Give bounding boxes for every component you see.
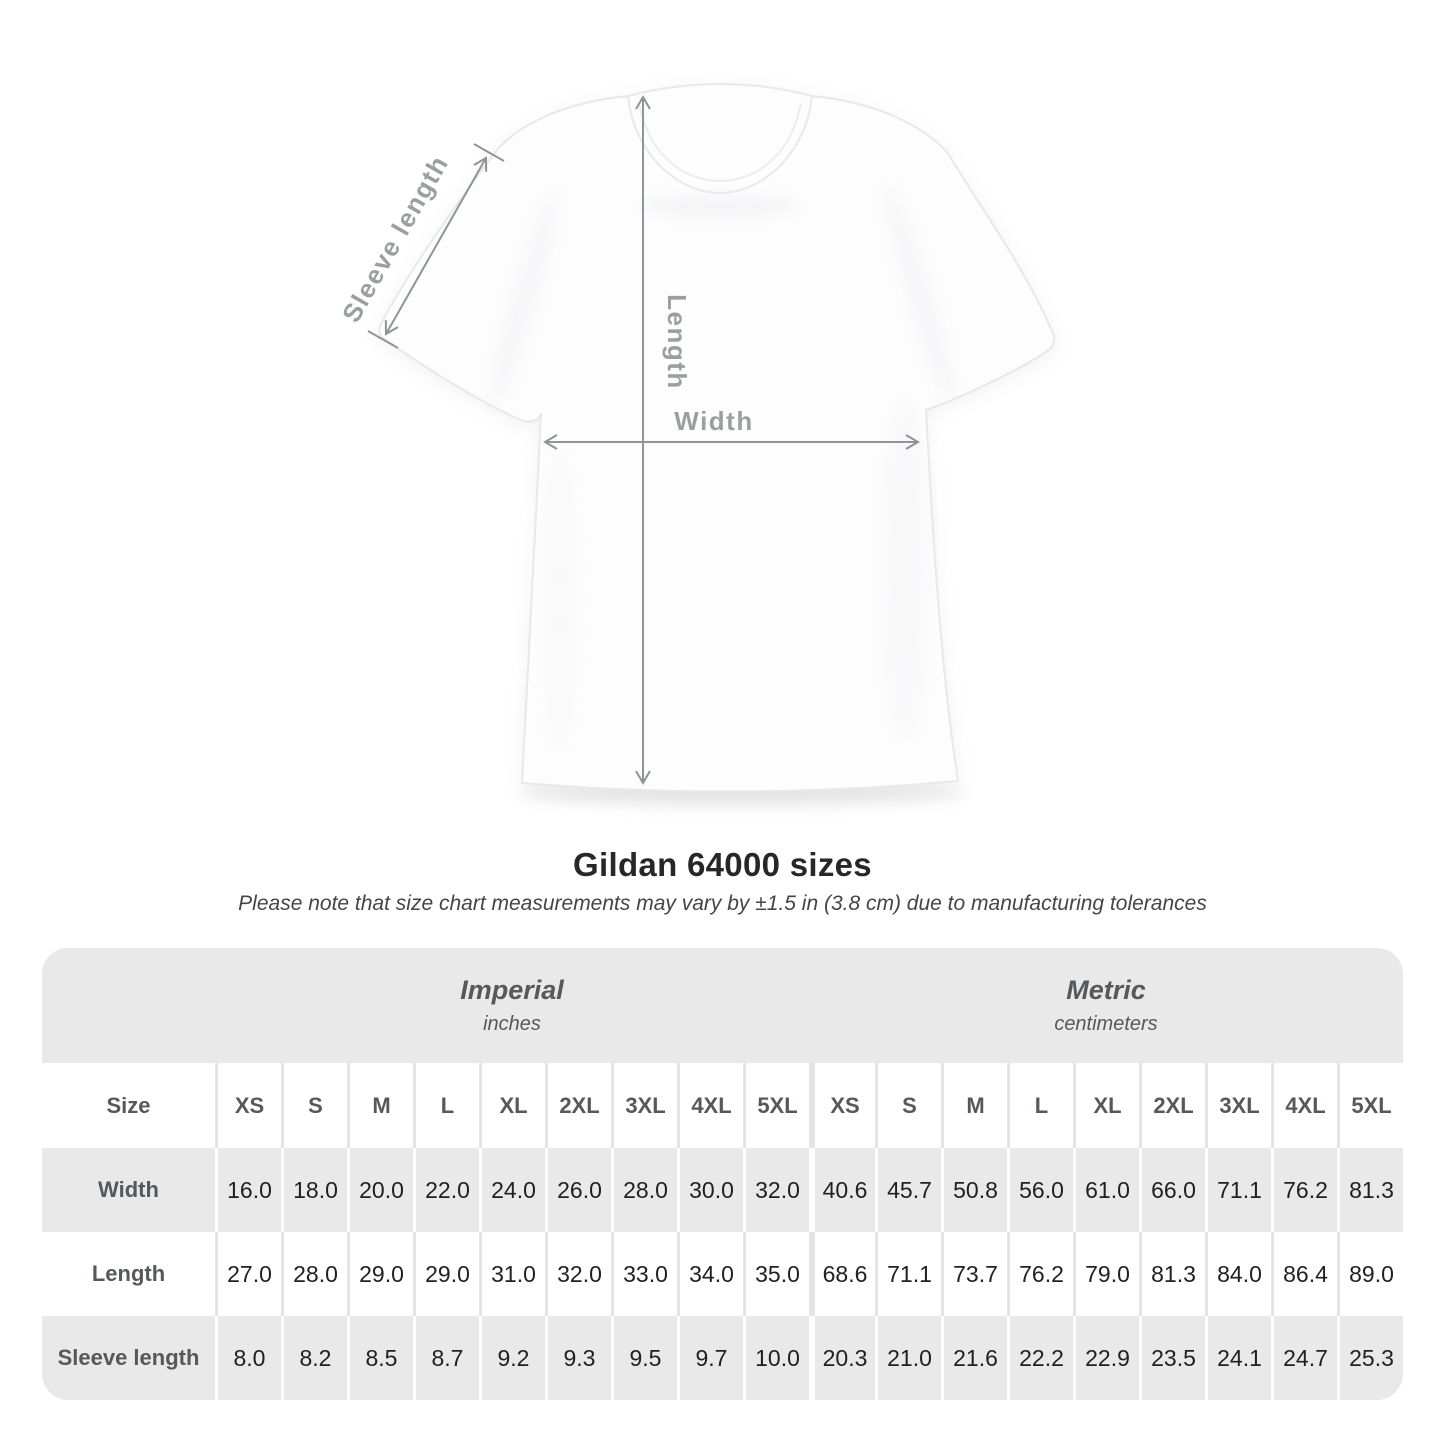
- value-cell: 79.0: [1073, 1232, 1139, 1316]
- value-cell: 34.0: [677, 1232, 743, 1316]
- value-cell: 24.0: [479, 1148, 545, 1232]
- value-cell: 9.5: [611, 1316, 677, 1400]
- value-cell: 21.6: [941, 1316, 1007, 1400]
- width-label: Width: [674, 406, 753, 436]
- value-cell: 9.2: [479, 1316, 545, 1400]
- size-col-header: XS: [215, 1063, 281, 1148]
- section-title: Imperial: [460, 975, 564, 1005]
- size-col-header: L: [1007, 1063, 1073, 1148]
- size-col-header: S: [875, 1063, 941, 1148]
- value-cell: 28.0: [281, 1232, 347, 1316]
- value-cell: 45.7: [875, 1148, 941, 1232]
- value-cell: 25.3: [1337, 1316, 1403, 1400]
- value-cell: 28.0: [611, 1148, 677, 1232]
- size-col-header: 3XL: [1205, 1063, 1271, 1148]
- value-cell: 71.1: [1205, 1148, 1271, 1232]
- tolerance-note: Please note that size chart measurements…: [238, 892, 1207, 915]
- size-corner-label: Size: [42, 1063, 215, 1148]
- value-cell: 89.0: [1337, 1232, 1403, 1316]
- value-cell: 9.3: [545, 1316, 611, 1400]
- row-label: Sleeve length: [42, 1316, 215, 1400]
- row-label: Length: [42, 1232, 215, 1316]
- page-title: Gildan 64000 sizes: [573, 846, 872, 883]
- size-col-header: S: [281, 1063, 347, 1148]
- length-label: Length: [662, 294, 692, 390]
- row-label: Width: [42, 1148, 215, 1232]
- value-cell: 71.1: [875, 1232, 941, 1316]
- value-cell: 31.0: [479, 1232, 545, 1316]
- value-cell: 23.5: [1139, 1316, 1205, 1400]
- value-cell: 8.5: [347, 1316, 413, 1400]
- value-cell: 16.0: [215, 1148, 281, 1232]
- value-cell: 76.2: [1271, 1148, 1337, 1232]
- value-cell: 86.4: [1271, 1232, 1337, 1316]
- value-cell: 29.0: [347, 1232, 413, 1316]
- value-cell: 66.0: [1139, 1148, 1205, 1232]
- value-cell: 21.0: [875, 1316, 941, 1400]
- tshirt-image: [378, 83, 1056, 793]
- table-corner-spacer: [42, 948, 215, 1063]
- value-cell: 24.7: [1271, 1316, 1337, 1400]
- length-arrow: [635, 95, 651, 785]
- value-cell: 8.7: [413, 1316, 479, 1400]
- size-col-header: M: [347, 1063, 413, 1148]
- size-col-header: 3XL: [611, 1063, 677, 1148]
- value-cell: 61.0: [1073, 1148, 1139, 1232]
- size-col-header: XS: [809, 1063, 875, 1148]
- size-col-header: M: [941, 1063, 1007, 1148]
- value-cell: 73.7: [941, 1232, 1007, 1316]
- value-cell: 22.2: [1007, 1316, 1073, 1400]
- size-col-header: 5XL: [743, 1063, 809, 1148]
- value-cell: 76.2: [1007, 1232, 1073, 1316]
- value-cell: 18.0: [281, 1148, 347, 1232]
- size-table: Imperial inches Metric centimeters Size XS S M L…: [42, 948, 1403, 1400]
- value-cell: 40.6: [809, 1148, 875, 1232]
- size-col-header: 5XL: [1337, 1063, 1403, 1148]
- value-cell: 10.0: [743, 1316, 809, 1400]
- value-cell: 81.3: [1139, 1232, 1205, 1316]
- size-col-header: L: [413, 1063, 479, 1148]
- size-col-header: XL: [1073, 1063, 1139, 1148]
- section-unit: centimeters: [1054, 1013, 1158, 1035]
- value-cell: 32.0: [545, 1232, 611, 1316]
- value-cell: 68.6: [809, 1232, 875, 1316]
- value-cell: 24.1: [1205, 1316, 1271, 1400]
- value-cell: 27.0: [215, 1232, 281, 1316]
- value-cell: 22.0: [413, 1148, 479, 1232]
- value-cell: 20.3: [809, 1316, 875, 1400]
- size-col-header: 4XL: [1271, 1063, 1337, 1148]
- value-cell: 84.0: [1205, 1232, 1271, 1316]
- section-title: Metric: [1066, 975, 1146, 1005]
- value-cell: 81.3: [1337, 1148, 1403, 1232]
- value-cell: 33.0: [611, 1232, 677, 1316]
- value-cell: 56.0: [1007, 1148, 1073, 1232]
- section-header-metric: Metric centimeters: [809, 948, 1403, 1063]
- value-cell: 26.0: [545, 1148, 611, 1232]
- value-cell: 22.9: [1073, 1316, 1139, 1400]
- value-cell: 29.0: [413, 1232, 479, 1316]
- section-header-imperial: Imperial inches: [215, 948, 809, 1063]
- tshirt-measurement-diagram: Sleeve length Length Width: [336, 83, 1056, 807]
- size-col-header: 2XL: [1139, 1063, 1205, 1148]
- value-cell: 50.8: [941, 1148, 1007, 1232]
- size-col-header: 4XL: [677, 1063, 743, 1148]
- value-cell: 30.0: [677, 1148, 743, 1232]
- sleeve-length-arrow: [367, 143, 505, 349]
- size-col-header: XL: [479, 1063, 545, 1148]
- size-col-header: 2XL: [545, 1063, 611, 1148]
- value-cell: 8.2: [281, 1316, 347, 1400]
- section-unit: inches: [483, 1013, 541, 1035]
- value-cell: 35.0: [743, 1232, 809, 1316]
- value-cell: 9.7: [677, 1316, 743, 1400]
- value-cell: 8.0: [215, 1316, 281, 1400]
- value-cell: 20.0: [347, 1148, 413, 1232]
- width-arrow: [543, 434, 920, 450]
- value-cell: 32.0: [743, 1148, 809, 1232]
